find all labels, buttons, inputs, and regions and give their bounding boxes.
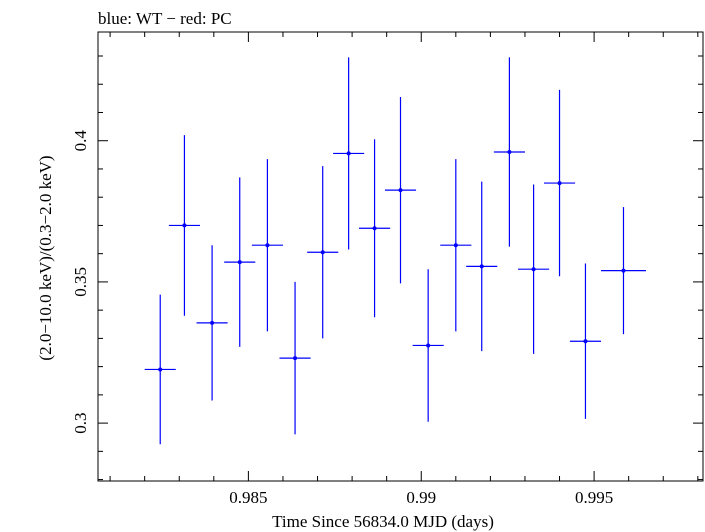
data-point (333, 57, 365, 250)
data-marker (372, 226, 377, 231)
data-point (493, 57, 525, 247)
data-marker (426, 343, 431, 348)
data-marker (531, 267, 536, 272)
data-marker (182, 223, 187, 228)
data-point (359, 139, 391, 318)
data-marker (346, 151, 351, 156)
data-marker (293, 356, 298, 361)
data-marker (320, 250, 325, 255)
data-marker (507, 150, 512, 155)
axis-tick-labels: 0.985 0.99 0.995 0.3 0.35 0.4 (71, 130, 613, 507)
y-tick-label: 0.3 (71, 412, 90, 433)
data-marker (158, 367, 163, 372)
chart-title: blue: WT − red: PC (98, 9, 232, 28)
data-point (279, 281, 311, 435)
data-marker (453, 243, 458, 248)
data-marker (621, 268, 626, 273)
data-point (196, 245, 228, 401)
data-point (440, 159, 472, 332)
data-point (466, 181, 498, 352)
data-point (518, 184, 550, 354)
data-point (224, 177, 256, 347)
axis-ticks (98, 32, 703, 481)
data-point (412, 269, 444, 422)
plot-frame (97, 31, 704, 482)
x-tick-label: 0.985 (229, 488, 267, 507)
data-marker (210, 320, 215, 325)
data-marker (557, 181, 562, 186)
x-tick-label: 0.99 (406, 488, 436, 507)
data-points (144, 57, 646, 445)
data-marker (265, 243, 270, 248)
y-axis-label: (2.0−10.0 keV)/(0.3−2.0 keV) (36, 155, 55, 360)
data-point (384, 96, 417, 284)
data-point (601, 207, 646, 335)
data-point (251, 159, 283, 332)
data-marker (237, 260, 242, 265)
data-point (144, 294, 176, 445)
data-marker (583, 339, 588, 344)
data-point (307, 166, 339, 339)
x-axis-label: Time Since 56834.0 MJD (days) (272, 512, 494, 531)
data-marker (479, 264, 484, 269)
data-marker (398, 188, 403, 193)
y-tick-label: 0.4 (71, 130, 90, 152)
x-tick-label: 0.995 (575, 488, 613, 507)
data-point (168, 135, 200, 316)
y-tick-label: 0.35 (71, 267, 90, 297)
data-point (569, 263, 602, 419)
data-point (543, 89, 576, 277)
